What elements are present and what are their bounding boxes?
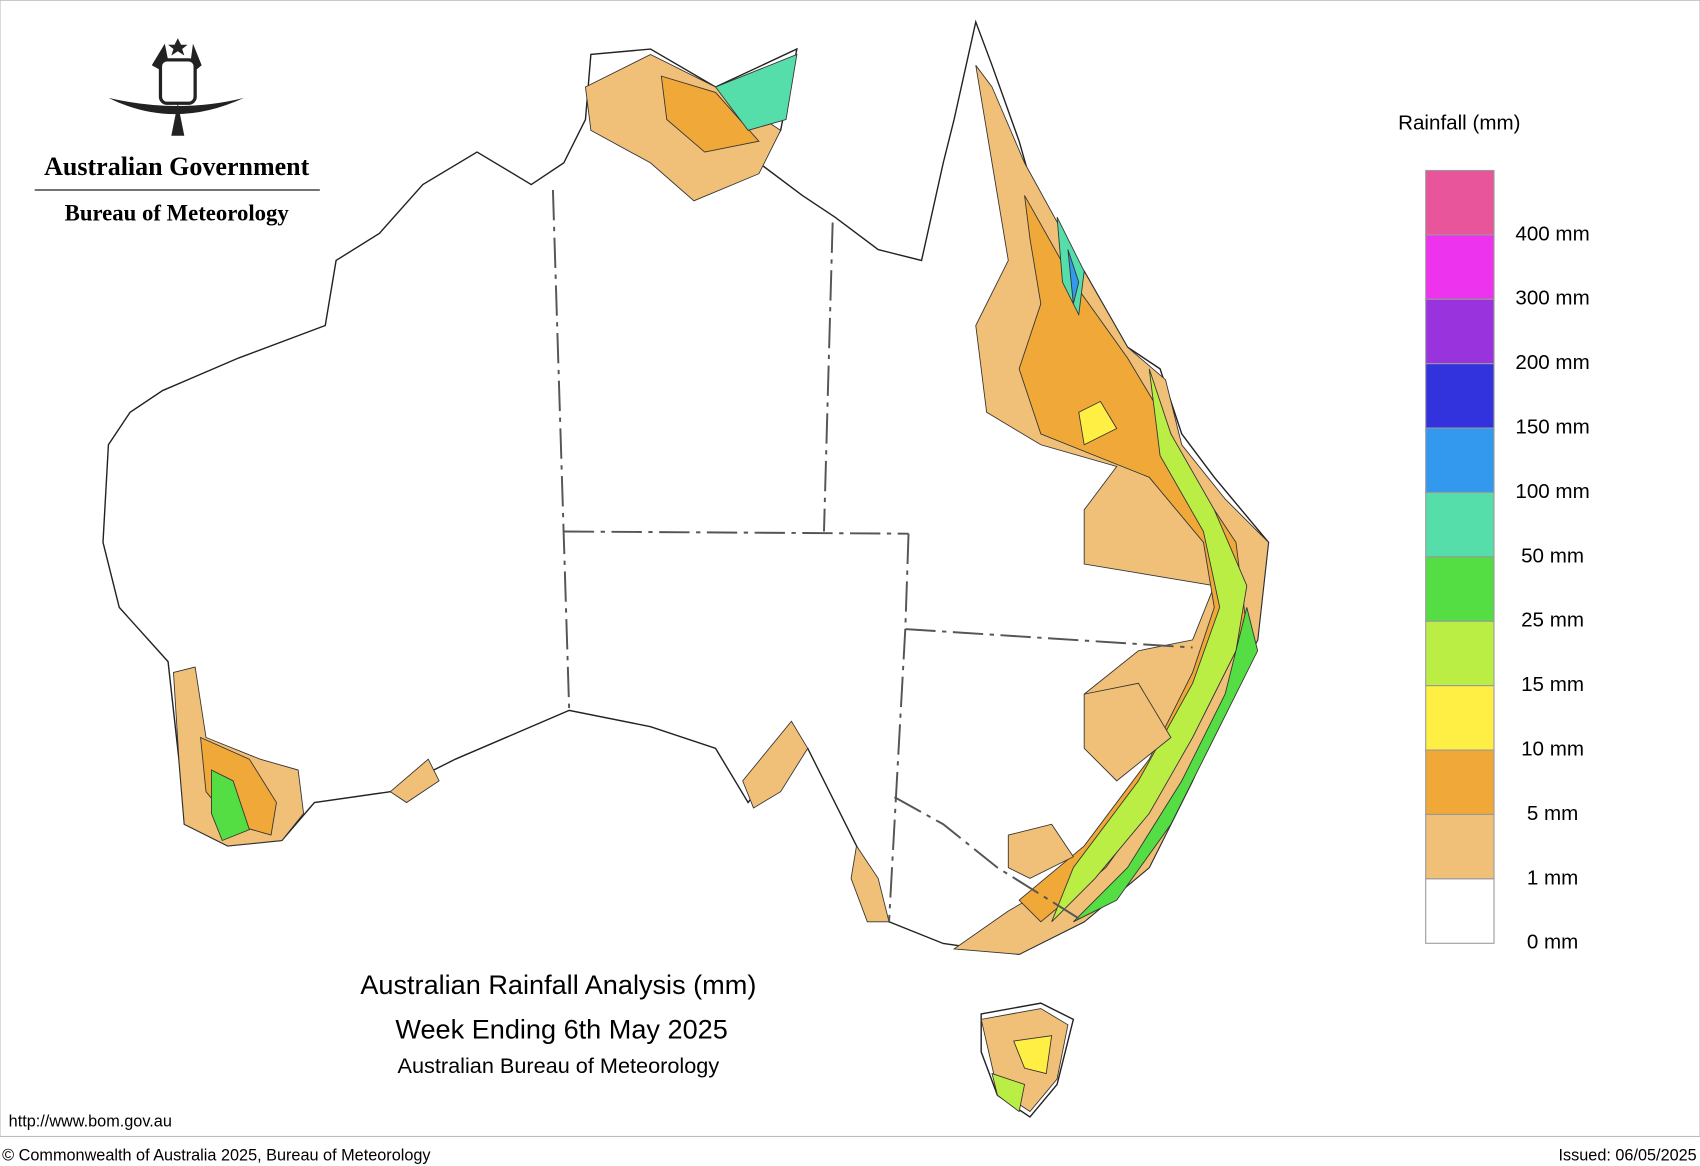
government-name: Australian Government xyxy=(44,152,310,181)
legend-label: 300 mm xyxy=(1515,287,1589,310)
legend-swatch xyxy=(1425,491,1495,558)
legend-swatch xyxy=(1425,363,1495,429)
coat-of-arms xyxy=(108,38,244,136)
legend-label: 10 mm xyxy=(1521,738,1584,761)
legend-swatch xyxy=(1425,427,1495,494)
legend-title: Rainfall (mm) xyxy=(1398,111,1520,134)
legend-label: 0 mm xyxy=(1527,931,1578,954)
legend-label: 200 mm xyxy=(1515,351,1589,374)
legend-swatch xyxy=(1425,813,1495,880)
legend-swatch xyxy=(1425,685,1495,751)
legend-swatch xyxy=(1425,169,1495,236)
legend-swatch xyxy=(1425,298,1495,365)
legend-label: 15 mm xyxy=(1521,673,1584,696)
legend-label: 5 mm xyxy=(1527,802,1578,825)
mainland xyxy=(102,19,1270,956)
map-subtitle: Week Ending 6th May 2025 xyxy=(395,1013,727,1044)
legend-swatch xyxy=(1425,620,1495,687)
legend: Rainfall (mm) 400 mm 300 mm 200 mm 150 mm 10… xyxy=(1398,111,1590,953)
legend-swatch xyxy=(1425,878,1495,944)
bureau-name: Bureau of Meteorology xyxy=(65,200,290,225)
legend-label: 1 mm xyxy=(1527,866,1578,889)
legend-label: 50 mm xyxy=(1521,544,1584,567)
legend-label: 400 mm xyxy=(1515,222,1589,245)
issued-date: Issued: 06/05/2025 xyxy=(1558,1146,1696,1164)
legend-label: 25 mm xyxy=(1521,609,1584,632)
legend-swatch xyxy=(1425,749,1495,816)
rainfall-regions xyxy=(173,53,1269,1113)
copyright: © Commonwealth of Australia 2025, Bureau… xyxy=(2,1146,431,1164)
map-title: Australian Rainfall Analysis (mm) xyxy=(360,969,756,1000)
legend-label: 150 mm xyxy=(1515,416,1589,439)
map-source: Australian Bureau of Meteorology xyxy=(398,1053,720,1078)
legend-swatch xyxy=(1425,234,1495,300)
legend-swatch xyxy=(1425,556,1495,622)
url: http://www.bom.gov.au xyxy=(9,1113,172,1131)
state-borders xyxy=(551,189,1193,923)
legend-label: 100 mm xyxy=(1515,480,1589,503)
